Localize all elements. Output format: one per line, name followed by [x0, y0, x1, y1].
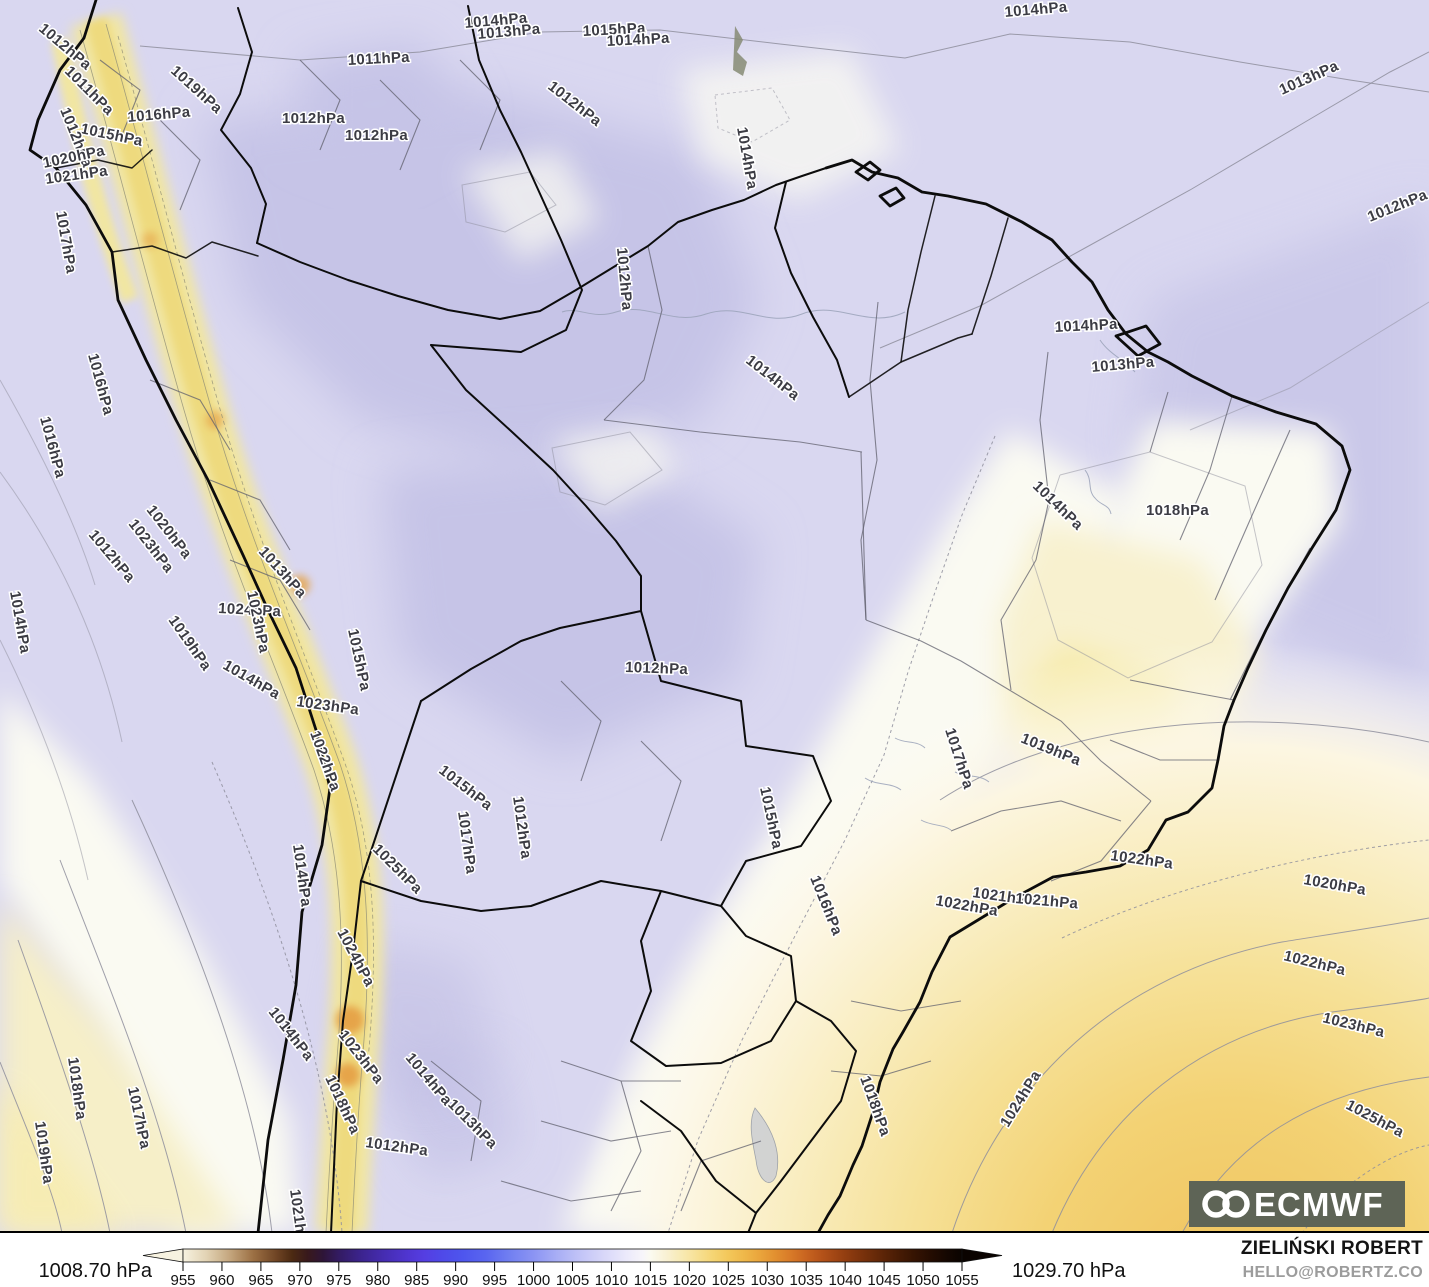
pressure-label: 1012hPa [625, 659, 689, 678]
attribution-email: HELLO@ROBERTZ.CO [1243, 1264, 1423, 1281]
colorbar-tick-label: 990 [443, 1272, 468, 1287]
colorbar-gradient-bar [182, 1248, 963, 1263]
atlantic-coastline [816, 158, 1352, 1233]
colorbar-max-label: 1029.70 hPa [1012, 1260, 1126, 1282]
colorbar-min-label: 1008.70 hPa [39, 1260, 153, 1282]
colorbar-tick-label: 1045 [867, 1272, 900, 1287]
marajo-island [1114, 324, 1162, 358]
ecmwf-logo: ECMWF [1189, 1181, 1405, 1227]
colorbar-tick-label: 1015 [634, 1272, 667, 1287]
colorbar-tick-label: 1025 [712, 1272, 745, 1287]
pressure-label: 1014hPa [606, 30, 670, 50]
colorbar-tick-label: 985 [404, 1272, 429, 1287]
ecmwf-logo-icon [1202, 1190, 1250, 1218]
pressure-label: 1024hPa [218, 600, 282, 620]
colorbar-tick-label: 1050 [906, 1272, 939, 1287]
colorbar-tick-label: 1040 [828, 1272, 861, 1287]
colorbar-ticks: 955 960 965 970 975 980 985 990 995 1000 1005 1010 1… [170, 1262, 979, 1287]
pacific-coastline [28, 0, 332, 1233]
colorbar-tick-label: 970 [287, 1272, 312, 1287]
colorbar-tick-label: 1035 [790, 1272, 823, 1287]
colorbar-tick-label: 1030 [751, 1272, 784, 1287]
ecmwf-logo-text: ECMWF [1254, 1186, 1384, 1223]
colorbar-tick-label: 965 [248, 1272, 273, 1287]
contour-lines [0, 23, 1429, 1233]
attribution: ZIELIŃSKI ROBERT HELLO@ROBERTZ.CO [1241, 1237, 1423, 1281]
pressure-label: 1012hPa [282, 110, 345, 127]
pressure-label: 1018hPa [1146, 502, 1209, 519]
attribution-name: ZIELIŃSKI ROBERT [1241, 1237, 1423, 1259]
colorbar-tick-label: 1010 [595, 1272, 628, 1287]
orinoco-delta [854, 160, 906, 208]
colorbar-tick-label: 1055 [945, 1272, 978, 1287]
colorbar-tick-label: 955 [170, 1272, 195, 1287]
colorbar-tick-label: 1000 [517, 1272, 550, 1287]
pressure-label: 1011hPa [347, 49, 410, 69]
colorbar-tick-label: 1020 [673, 1272, 706, 1287]
colorbar-tick-label: 980 [365, 1272, 390, 1287]
reservoir [733, 26, 747, 76]
pressure-label: 1014hPa [1054, 316, 1118, 336]
colorbar-tick-label: 960 [209, 1272, 234, 1287]
colorbar-tick-label: 995 [482, 1272, 507, 1287]
colorbar-tick-label: 1005 [556, 1272, 589, 1287]
colorbar-right-arrow [961, 1248, 1003, 1263]
southeast-high-gradient [573, 640, 1429, 1233]
colorbar-tick-label: 975 [326, 1272, 351, 1287]
state-borders [99, 59, 1311, 1212]
fill-regions [0, 12, 1429, 1233]
amazon-river [561, 308, 906, 319]
pressure-label: 1012hPa [345, 127, 408, 144]
coastal-lagoon [750, 1107, 779, 1183]
country-borders [28, 0, 1352, 1233]
rivers [561, 26, 1136, 1183]
colorbar: 1008.70 hPa 955 960 965 970 975 980 985 990 995 1… [39, 1248, 1126, 1287]
pressure-label: 1015hPa [582, 20, 646, 40]
